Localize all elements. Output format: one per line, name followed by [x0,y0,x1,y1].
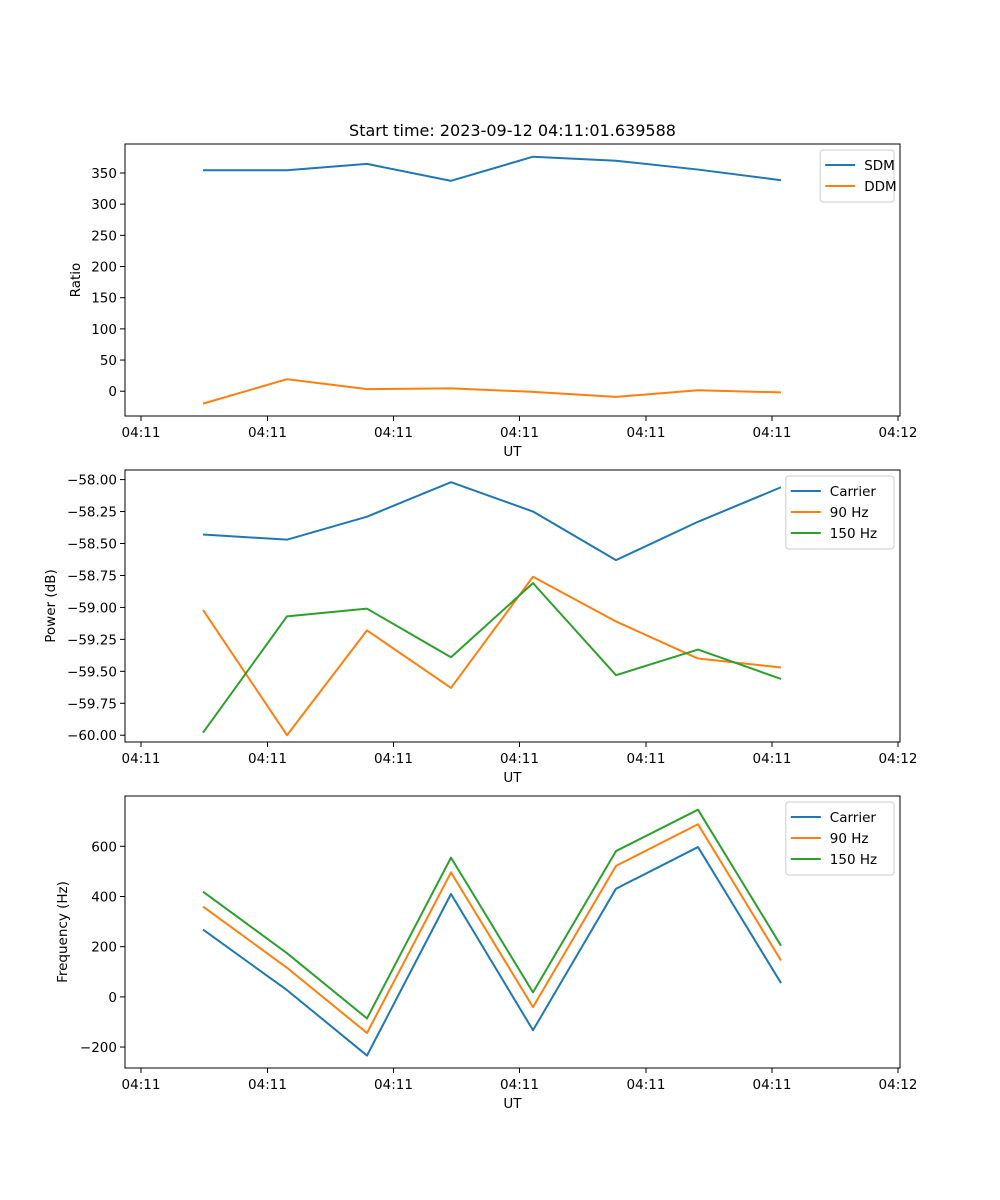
plot-3-x-tick-label: 04:12 [879,1077,918,1093]
plot-1-axes-frame [124,143,901,417]
plot-2-legend-label-carrier: Carrier [830,484,877,500]
plot-2-y-tick-label: −58.75 [67,568,117,584]
plot-2-x-tick-label: 04:12 [879,751,918,767]
chart-title: Start time: 2023-09-12 04:11:01.639588 [349,121,676,140]
plot-1-x-axis-label: UT [503,444,522,460]
plot-3-x-tick-label: 04:11 [374,1077,413,1093]
plot-3-x-tick-label: 04:11 [627,1077,666,1093]
plot-1-x-tick-label: 04:12 [879,425,918,441]
plot-2-y-tick-label: −58.50 [67,536,117,552]
plot-2-x-tick-label: 04:11 [753,751,792,767]
plot-2-y-tick-label: −58.00 [67,473,117,489]
plot-2-x-tick-label: 04:11 [248,751,287,767]
plot-2-x-tick-label: 04:11 [122,751,161,767]
plot-3-y-tick-label: 200 [91,940,117,956]
plot-3-x-tick-label: 04:11 [122,1077,161,1093]
plot-2-axes-frame [124,469,901,743]
plot-3-axes-frame [124,795,901,1069]
plot-2-y-tick-label: −59.50 [67,664,117,680]
plot-1-x-tick-label: 04:11 [500,425,539,441]
plot-1-y-tick-label: 200 [91,260,117,276]
plot-2-legend-label-90-hz: 90 Hz [830,505,869,521]
plot-3-series-90-hz-line [202,823,782,1034]
plot-3-x-axis-label: UT [503,1096,522,1112]
plot-1-y-axis-label: Ratio [68,263,84,298]
plot-3-y-axis-label: Frequency (Hz) [55,881,71,983]
plot-1-legend-label-ddm: DDM [864,179,896,195]
plot-1-x-tick-label: 04:11 [248,425,287,441]
plot-1-legend [819,149,895,203]
plot-2-y-axis-label: Power (dB) [43,569,59,642]
plot-2-y-tick-label: −58.25 [67,505,117,521]
plot-1-x-tick-label: 04:11 [753,425,792,441]
plot-2-series-carrier-line [202,481,782,562]
plot-1-y-tick-label: 250 [91,228,117,244]
plot-3-legend-label-90-hz: 90 Hz [830,831,869,847]
plot-1-series-sdm-line [203,155,782,182]
plot-2-y-tick-label: −60.00 [67,728,117,744]
plot-3-y-tick-label: 600 [91,839,117,855]
plot-1-y-tick-label: 0 [108,384,117,400]
plot-3-y-tick-label: −200 [80,1040,117,1056]
plot-1-y-tick-label: 50 [100,353,117,369]
plot-2-x-tick-label: 04:11 [627,751,666,767]
plot-1-x-tick-label: 04:11 [627,425,666,441]
plot-1-legend-label-sdm: SDM [864,158,895,174]
plot-3-series-150-hz-line [202,808,782,1020]
plot-1-x-tick-label: 04:11 [374,425,413,441]
plot-3-y-tick-label: 400 [91,889,117,905]
plot-2-legend-label-150-hz: 150 Hz [830,526,877,542]
plot-3-y-tick-label: 0 [108,990,117,1006]
plot-1-y-tick-label: 100 [91,322,117,338]
plot-2-series-150-hz-line [202,582,782,734]
plot-3-x-tick-label: 04:11 [248,1077,287,1093]
plot-3-legend [785,801,895,876]
plot-3-legend-label-carrier: Carrier [830,810,877,826]
plot-1-y-tick-label: 350 [91,166,117,182]
plot-2-y-tick-label: −59.25 [67,632,117,648]
plot-2-y-tick-label: −59.75 [67,696,117,712]
plot-2-legend [785,475,895,550]
plot-1-y-tick-label: 150 [91,291,117,307]
plot-3-series-carrier-line [202,846,782,1057]
plot-1-series-ddm-line [202,378,782,405]
plot-3-x-tick-label: 04:11 [753,1077,792,1093]
plot-1-x-tick-label: 04:11 [122,425,161,441]
plot-3-x-tick-label: 04:11 [500,1077,539,1093]
plot-2-x-tick-label: 04:11 [500,751,539,767]
plot-3-legend-label-150-hz: 150 Hz [830,852,877,868]
plot-2-y-tick-label: −59.00 [67,600,117,616]
plot-1-y-tick-label: 300 [91,197,117,213]
plot-2-x-axis-label: UT [503,770,522,786]
plot-2-x-tick-label: 04:11 [374,751,413,767]
plot-2-series-90-hz-line [202,575,782,737]
